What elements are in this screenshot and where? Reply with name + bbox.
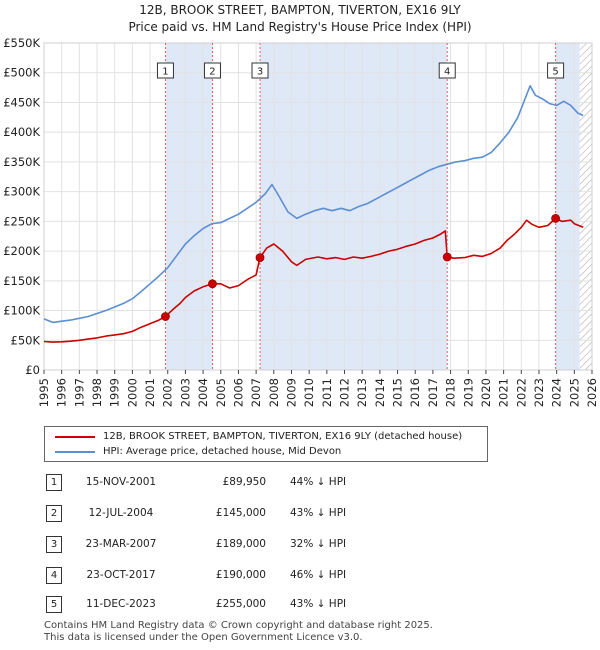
transaction-date: 23-OCT-2017	[86, 569, 156, 581]
x-tick-label: 2024	[550, 378, 564, 407]
transaction-hpi: 46% ↓ HPI	[290, 569, 347, 581]
transaction-number: 4	[46, 567, 62, 584]
sale-point	[255, 253, 265, 263]
x-tick-label: 2023	[532, 378, 546, 407]
chart-subtitle: Price paid vs. HM Land Registry's House …	[128, 20, 472, 34]
x-tick-label: 1998	[90, 378, 104, 407]
footer-attribution: Contains HM Land Registry data © Crown c…	[44, 620, 433, 644]
x-tick-label: 2014	[373, 378, 387, 407]
chart-title: 12B, BROOK STREET, BAMPTON, TIVERTON, EX…	[139, 3, 461, 17]
y-tick-label: £350K	[3, 155, 40, 169]
x-tick-label: 1999	[108, 378, 122, 407]
x-tick-label: 1997	[72, 378, 86, 407]
x-tick-label: 2000	[125, 378, 139, 407]
x-tick-label: 2018	[444, 378, 458, 407]
sale-number-label: 5	[552, 67, 558, 78]
x-tick-label: 2020	[479, 378, 493, 407]
footer-line-licence: This data is licensed under the Open Gov…	[44, 632, 363, 643]
x-tick-label: 2007	[249, 378, 263, 407]
sale-point	[551, 213, 560, 223]
transaction-number: 5	[46, 596, 62, 613]
sale-number-box	[547, 62, 565, 79]
sale-point	[208, 279, 217, 289]
y-tick-label: £50K	[11, 333, 41, 347]
legend-swatch-property	[55, 436, 95, 438]
hpi-line	[43, 85, 584, 324]
x-tick-label: 2005	[214, 378, 228, 407]
sale-number-label: 4	[444, 67, 450, 78]
sale-number-box	[251, 62, 269, 79]
x-tick-label: 2026	[585, 378, 599, 407]
transaction-price: £190,000	[215, 569, 266, 581]
transaction-number: 3	[46, 536, 62, 553]
x-tick-label: 2006	[231, 378, 245, 407]
y-tick-label: £200K	[3, 244, 40, 258]
y-tick-label: £400K	[3, 125, 40, 139]
ownership-shade	[260, 43, 448, 370]
transaction-date: 15-NOV-2001	[85, 476, 157, 488]
x-tick-label: 2016	[408, 378, 422, 407]
x-tick-label: 2010	[302, 378, 316, 407]
price-chart: £0 £50K £100K £150K £200K £250K £300K £350K £400…	[3, 36, 599, 407]
sale-number-label: 1	[162, 67, 168, 78]
forecast-hatch	[579, 43, 592, 370]
transaction-hpi: 43% ↓ HPI	[290, 598, 347, 610]
transaction-price: £255,000	[215, 598, 266, 610]
transaction-price: £189,000	[215, 538, 266, 550]
transaction-price: £89,950	[222, 476, 266, 488]
legend-label-property: 12B, BROOK STREET, BAMPTON, TIVERTON, EX…	[103, 431, 463, 442]
x-tick-label: 2019	[461, 378, 475, 407]
x-tick-label: 2004	[196, 378, 210, 407]
transaction-number: 2	[46, 505, 62, 522]
y-tick-label: £500K	[3, 66, 40, 80]
sale-point	[442, 252, 452, 262]
sale-number-label: 2	[209, 67, 215, 78]
transaction-hpi: 32% ↓ HPI	[290, 538, 347, 550]
x-tick-label: 2011	[320, 378, 334, 407]
property-price-line	[43, 217, 584, 343]
x-tick-label: 1996	[55, 378, 69, 407]
y-tick-label: £100K	[3, 304, 40, 318]
x-tick-label: 2017	[426, 378, 440, 407]
legend-swatch-hpi	[55, 451, 95, 453]
sale-number-box	[156, 62, 174, 79]
transaction-hpi: 44% ↓ HPI	[290, 476, 347, 488]
transaction-number: 1	[46, 474, 62, 491]
transaction-date: 11-DEC-2023	[86, 598, 156, 610]
x-tick-label: 2002	[161, 378, 175, 407]
x-tick-label: 1995	[37, 378, 51, 407]
footer-line-copyright: Contains HM Land Registry data © Crown c…	[44, 620, 433, 631]
y-tick-label: £0	[25, 363, 40, 377]
sale-number-box	[203, 62, 221, 79]
legend-label-hpi: HPI: Average price, detached house, Mid …	[103, 446, 342, 457]
x-tick-label: 2015	[391, 378, 405, 407]
plot-border	[43, 42, 593, 371]
transaction-date: 23-MAR-2007	[85, 538, 157, 550]
x-tick-label: 2013	[355, 378, 369, 407]
ownership-shade	[555, 43, 580, 370]
x-tick-label: 2009	[284, 378, 298, 407]
ownership-shade	[165, 43, 213, 370]
y-tick-label: £150K	[3, 274, 40, 288]
sale-number-label: 3	[257, 67, 263, 78]
y-tick-label: £450K	[3, 95, 40, 109]
x-tick-label: 2025	[567, 378, 581, 407]
sale-number-box	[438, 62, 456, 79]
x-tick-label: 2001	[143, 378, 157, 407]
x-tick-label: 2008	[267, 378, 281, 407]
transaction-hpi: 43% ↓ HPI	[290, 507, 347, 519]
x-tick-label: 2022	[514, 378, 528, 407]
y-tick-label: £550K	[3, 36, 40, 50]
x-tick-label: 2012	[338, 378, 352, 407]
x-tick-label: 2003	[178, 378, 192, 407]
x-tick-label: 2021	[497, 378, 511, 407]
transaction-price: £145,000	[215, 507, 266, 519]
transaction-date: 12-JUL-2004	[88, 507, 154, 519]
y-tick-label: £300K	[3, 185, 40, 199]
sale-point	[161, 312, 170, 321]
chart-legend: 12B, BROOK STREET, BAMPTON, TIVERTON, EX…	[44, 426, 488, 462]
y-tick-label: £250K	[3, 214, 40, 228]
